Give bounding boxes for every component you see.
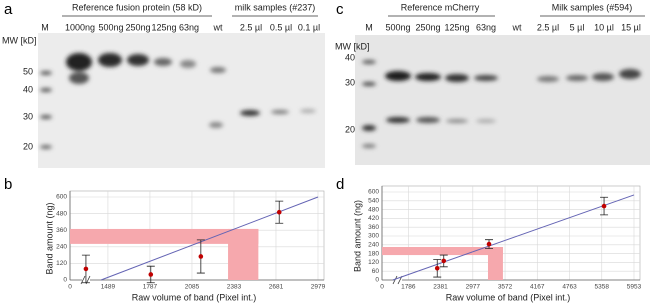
mw-label: MW [kD] — [335, 41, 370, 51]
lane-label: 63ng — [179, 22, 199, 32]
lane-label: M — [365, 22, 373, 32]
charts: b Band amount (ng) Raw volume of band (Pix… — [4, 176, 642, 302]
y-tick-label: 0 — [375, 277, 379, 284]
lane-label: 250ng — [415, 22, 440, 32]
highlight-band — [70, 228, 259, 244]
mw-marker: 20 — [345, 124, 355, 134]
x-tick-label: 4167 — [530, 284, 545, 291]
y-tick-label: 540 — [368, 198, 379, 205]
y-tick-label: 480 — [368, 206, 379, 213]
lane-label: 5 µl — [570, 22, 585, 32]
lane-label: 0.1 µl — [298, 22, 320, 32]
lane-label: 10 µl — [594, 22, 614, 32]
panel-letter: c — [336, 1, 344, 18]
panel-letter: d — [336, 176, 344, 193]
group-label: Reference fusion protein (58 kD) — [72, 2, 202, 12]
x-tick-label: 5358 — [595, 284, 610, 291]
y-tick-label: 600 — [368, 189, 379, 196]
lane-label: 500ng — [385, 22, 410, 32]
lane-label: 0.5 µl — [270, 22, 292, 32]
mw-label: MW [kD] — [2, 35, 37, 45]
y-tick-label: 180 — [368, 250, 379, 257]
y-tick-label: 360 — [56, 227, 67, 234]
group-label: milk samples (#237) — [235, 2, 316, 12]
x-tick-label: 2381 — [433, 284, 448, 291]
mw-marker: 30 — [345, 77, 355, 87]
lane-label: 125ng — [151, 22, 176, 32]
x-tick-label: 0 — [380, 284, 384, 291]
panel-letter: b — [4, 176, 12, 193]
y-tick-label: 360 — [368, 224, 379, 231]
data-point — [276, 209, 282, 215]
x-tick-label: 2681 — [269, 284, 284, 291]
mw-marker: 40 — [345, 52, 355, 62]
lane-label: 250ng — [125, 22, 150, 32]
mw-marker: 50 — [23, 66, 33, 76]
axis-break — [394, 276, 402, 284]
y-tick-label: 600 — [56, 194, 67, 201]
x-axis-label: Raw volume of band (Pixel int.) — [132, 292, 257, 302]
group-label: Milk samples (#594) — [552, 2, 633, 12]
lane-label: 500ng — [98, 22, 123, 32]
y-tick-label: 60 — [372, 268, 380, 275]
x-tick-label: 3572 — [498, 284, 513, 291]
x-tick-label: 0 — [68, 284, 72, 291]
x-tick-label: 4763 — [562, 284, 577, 291]
lane-label: 15 µl — [621, 22, 641, 32]
fit-line — [100, 196, 319, 281]
y-tick-label: 120 — [368, 259, 379, 266]
lane-label: M — [41, 22, 49, 32]
x-tick-label: 2979 — [311, 284, 326, 291]
data-point — [441, 258, 447, 264]
lane-label: 63ng — [476, 22, 496, 32]
mw-marker: 20 — [23, 141, 33, 151]
x-axis-label: Raw volume of band (Pixel int.) — [446, 292, 571, 302]
mw-marker: 30 — [23, 111, 33, 121]
highlight-band — [487, 247, 503, 280]
x-tick-label: 1786 — [401, 284, 416, 291]
y-axis-label: Band amount (ng) — [352, 200, 362, 272]
x-tick-label: 1787 — [143, 284, 158, 291]
data-point — [434, 265, 440, 271]
lane-label: 2.5 µl — [537, 22, 559, 32]
data-point — [486, 241, 492, 247]
lane-label: 125ng — [444, 22, 469, 32]
x-tick-label: 2085 — [185, 284, 200, 291]
y-tick-label: 240 — [56, 244, 67, 251]
lane-label: 2.5 µl — [240, 22, 262, 32]
panel-letter: a — [4, 1, 13, 18]
y-tick-label: 300 — [368, 233, 379, 240]
group-label: Reference mCherry — [401, 2, 480, 12]
lane-label: wt — [512, 22, 522, 32]
data-point — [198, 254, 204, 259]
y-tick-label: 0 — [63, 277, 67, 284]
x-tick-label: 2383 — [227, 284, 242, 291]
mw-marker: 40 — [23, 84, 33, 94]
y-tick-label: 420 — [368, 215, 379, 222]
x-tick-label: 5953 — [627, 284, 642, 291]
blot-a: a Reference fusion protein (58 kD) milk … — [2, 1, 325, 168]
blot-c: c Reference mCherry Milk samples (#594) … — [335, 1, 650, 165]
y-tick-label: 240 — [368, 242, 379, 249]
x-tick-label: 2977 — [466, 284, 481, 291]
data-point — [601, 203, 607, 209]
highlight-band — [382, 247, 503, 256]
plot-area — [381, 185, 641, 281]
y-tick-label: 120 — [56, 260, 67, 267]
lane-label: 1000ng — [65, 22, 95, 32]
x-tick-label: 1489 — [101, 284, 116, 291]
y-axis-label: Band amount (ng) — [44, 202, 54, 274]
lane-label: wt — [213, 22, 223, 32]
data-point — [83, 266, 89, 272]
highlight-band — [228, 228, 259, 280]
fit-line — [392, 194, 635, 281]
y-tick-label: 480 — [56, 210, 67, 217]
data-point — [148, 272, 154, 277]
